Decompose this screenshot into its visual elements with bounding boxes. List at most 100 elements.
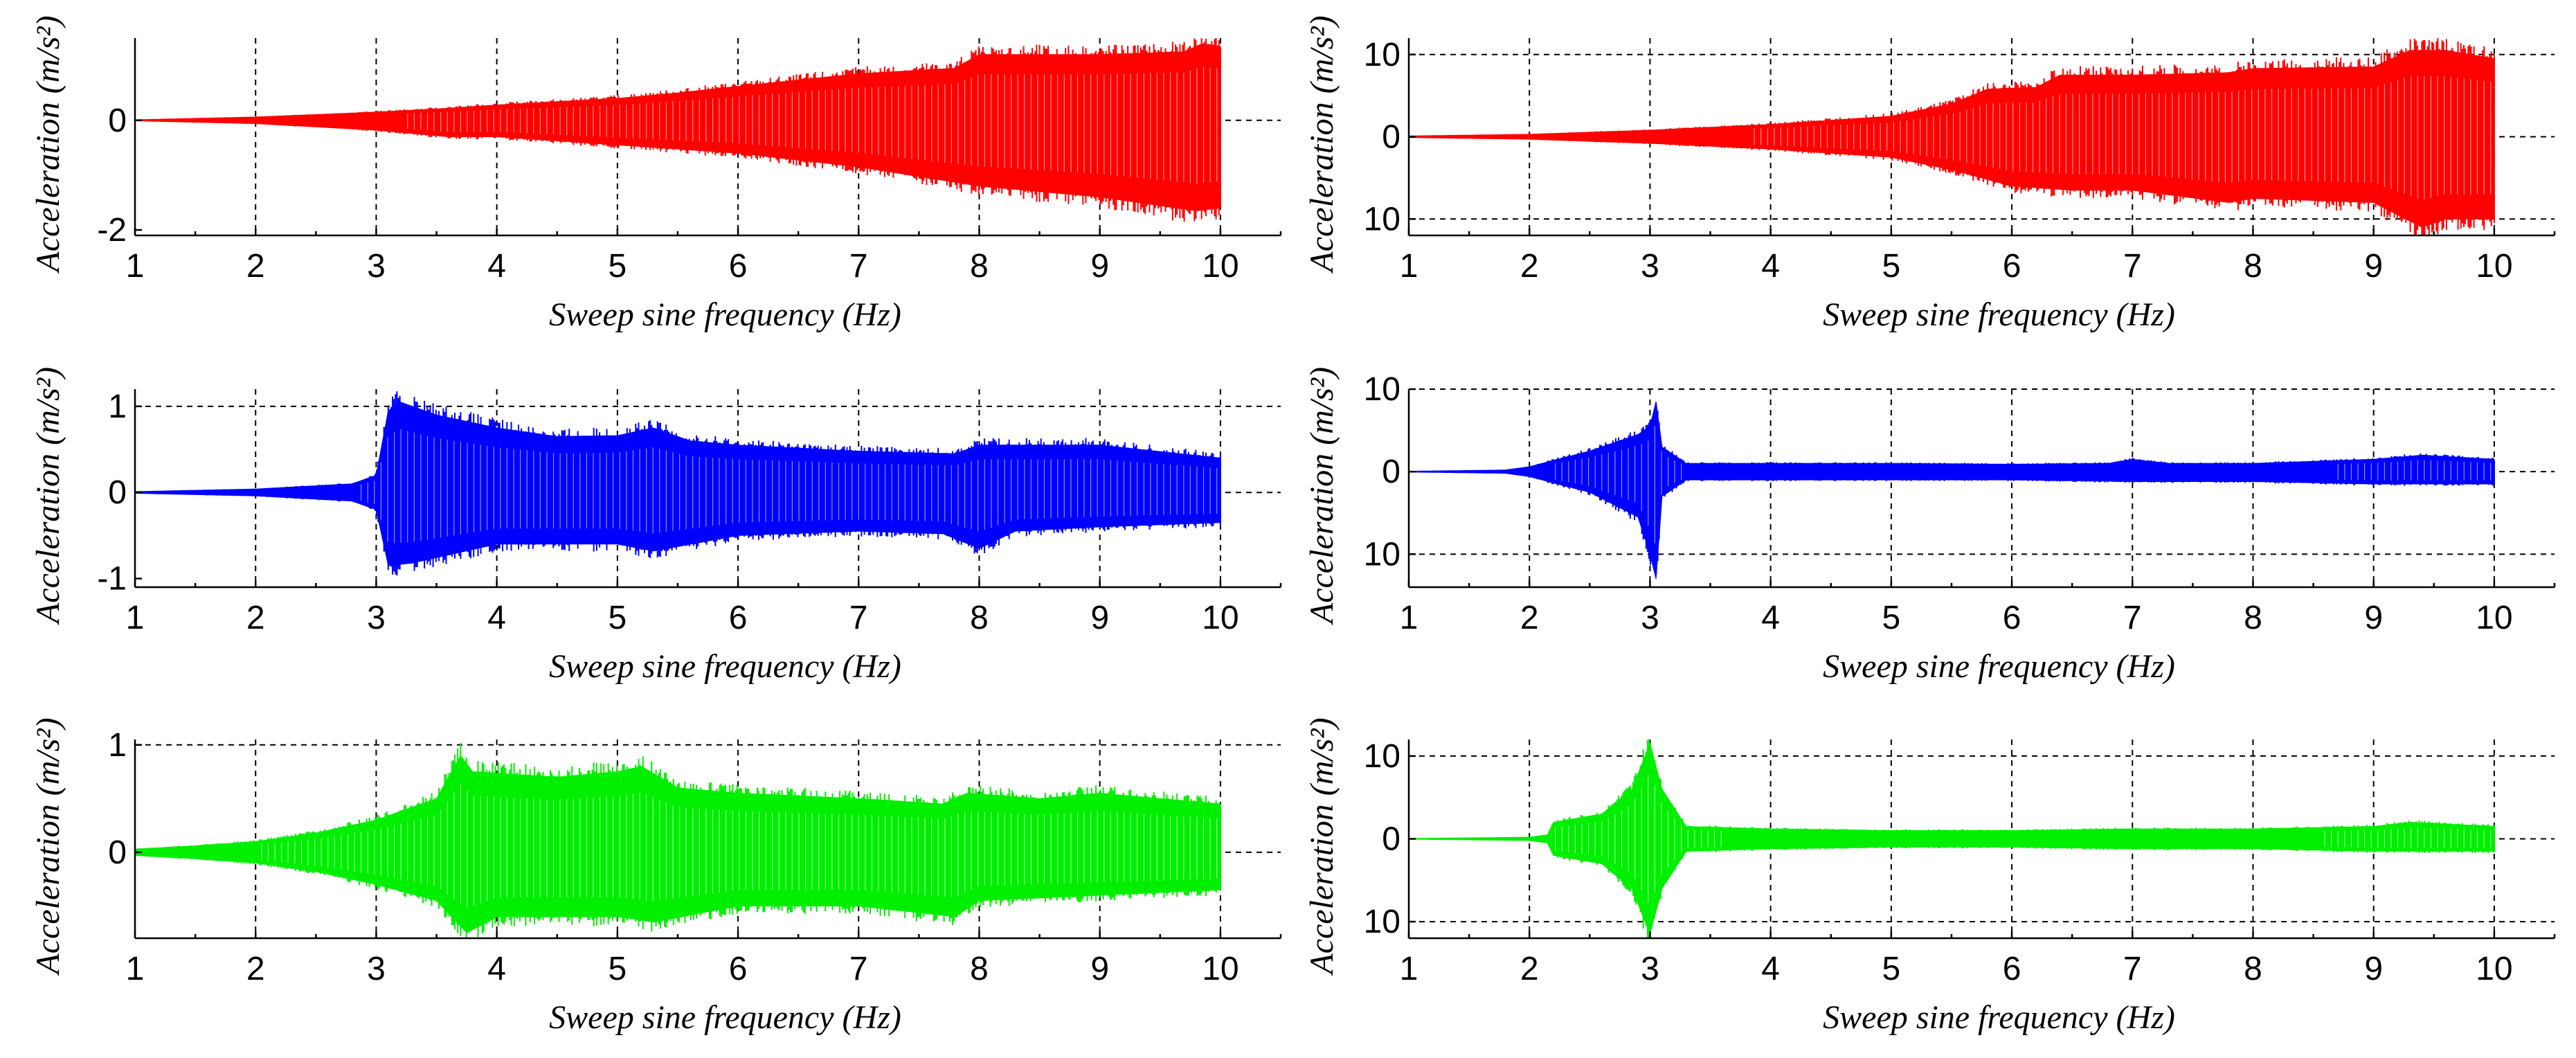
signal-gaps-p1 [407, 66, 1218, 184]
signal-gaps-p6 [1555, 775, 2492, 903]
x-tick-label: 3 [367, 951, 386, 987]
x-tick-label: 10 [2476, 951, 2512, 987]
x-tick-label: 10 [1202, 951, 1239, 987]
x-axis-title: Sweep sine frequency (Hz) [1823, 296, 2175, 333]
y-tick-label: 10 [1364, 904, 1400, 940]
x-axis-title: Sweep sine frequency (Hz) [1823, 999, 2175, 1036]
y-tick-label: 0 [108, 474, 127, 511]
y-tick-label: 10 [1364, 371, 1400, 408]
y-tick-label: 0 [1382, 454, 1400, 490]
x-tick-label: 2 [246, 600, 265, 636]
x-tick-label: 10 [1202, 248, 1239, 285]
y-axis-title: Acceleration (m/s²) [30, 717, 66, 976]
x-tick-label: 3 [367, 600, 386, 636]
signal-gaps-p2 [1754, 76, 2492, 200]
x-tick-label: 2 [1520, 951, 1539, 987]
y-axis-title: Acceleration (m/s²) [1304, 15, 1340, 274]
x-axis-title: Sweep sine frequency (Hz) [1823, 648, 2175, 685]
x-tick-label: 6 [729, 248, 748, 285]
x-tick-label: 2 [246, 951, 265, 987]
y-tick-label: 1 [108, 727, 127, 764]
y-tick-label: 0 [108, 834, 127, 871]
x-tick-label: 4 [487, 951, 506, 987]
x-tick-label: 1 [1400, 248, 1418, 285]
x-tick-label: 1 [126, 248, 145, 285]
x-tick-label: 3 [1641, 951, 1659, 987]
signal-gaps-p5 [261, 784, 1218, 908]
x-tick-label: 2 [1520, 248, 1539, 285]
y-tick-label: -2 [97, 212, 127, 249]
y-tick-label: 0 [1382, 119, 1400, 156]
x-tick-label: 3 [367, 248, 386, 285]
x-tick-label: 4 [1761, 248, 1780, 285]
signal-gaps-p4 [1555, 426, 2492, 544]
x-tick-label: 7 [849, 600, 868, 636]
y-tick-label: 0 [108, 102, 127, 139]
x-tick-label: 9 [2364, 600, 2383, 636]
x-tick-label: 5 [608, 248, 627, 285]
x-tick-label: 9 [2364, 248, 2383, 285]
y-tick-label: -1 [97, 561, 127, 598]
x-tick-label: 8 [970, 600, 989, 636]
y-tick-label: 10 [1364, 37, 1400, 73]
x-tick-label: 7 [849, 951, 868, 987]
x-tick-label: 6 [729, 951, 748, 987]
x-tick-label: 10 [1202, 600, 1239, 636]
x-tick-label: 1 [1400, 951, 1418, 987]
x-tick-label: 7 [2123, 600, 2142, 636]
x-tick-label: 4 [1761, 951, 1780, 987]
x-tick-label: 5 [1882, 248, 1900, 285]
y-tick-label: 0 [1382, 821, 1400, 858]
y-tick-label: 10 [1364, 738, 1400, 775]
x-tick-label: 9 [1090, 600, 1109, 636]
signal-gaps-p3 [361, 429, 1218, 544]
x-tick-label: 10 [2476, 248, 2512, 285]
x-tick-label: 9 [1090, 951, 1109, 987]
x-tick-label: 7 [2123, 248, 2142, 285]
x-tick-label: 5 [608, 951, 627, 987]
signal-trace-p4 [1408, 404, 2495, 574]
x-tick-label: 6 [729, 600, 748, 636]
x-tick-label: 9 [1090, 248, 1109, 285]
y-tick-label: 10 [1364, 201, 1400, 237]
y-axis-title: Acceleration (m/s²) [30, 367, 66, 625]
x-tick-label: 2 [246, 248, 265, 285]
panel-p2: 1 2 3 4 5 6 7 8 9 10 10 0 10 Sweep sine frequency (Hz… [1304, 15, 2556, 333]
y-axis-title: Acceleration (m/s²) [30, 15, 66, 274]
x-axis-title: Sweep sine frequency (Hz) [549, 296, 901, 333]
x-tick-label: 8 [2244, 951, 2262, 987]
x-tick-label: 5 [608, 600, 627, 636]
x-tick-label: 1 [1400, 600, 1418, 636]
x-tick-label: 5 [1882, 951, 1900, 987]
x-tick-label: 6 [2003, 248, 2021, 285]
x-tick-label: 10 [2476, 600, 2512, 636]
y-axis-title: Acceleration (m/s²) [1304, 717, 1340, 976]
x-tick-label: 1 [126, 600, 145, 636]
signal-fill-p4 [1408, 401, 2495, 580]
panel-p4: 1 2 3 4 5 6 7 8 9 10 10 0 10 Sweep sine frequency (Hz… [1304, 367, 2556, 685]
x-tick-label: 3 [1641, 600, 1659, 636]
x-tick-label: 7 [849, 248, 868, 285]
x-tick-label: 2 [1520, 600, 1539, 636]
x-tick-label: 8 [2244, 600, 2262, 636]
x-tick-label: 4 [1761, 600, 1780, 636]
x-tick-label: 4 [487, 600, 506, 636]
panel-p1: 1 2 3 4 5 6 7 8 9 10 0 -2 Sweep sine frequency (Hz) A… [30, 15, 1282, 333]
x-tick-label: 5 [1882, 600, 1900, 636]
panel-p6: 1 2 3 4 5 6 7 8 9 10 10 0 10 Sweep sine frequency (Hz… [1304, 717, 2556, 1036]
x-tick-label: 3 [1641, 248, 1659, 285]
x-axis-title: Sweep sine frequency (Hz) [549, 999, 901, 1036]
y-tick-label: 10 [1364, 536, 1400, 573]
x-tick-label: 7 [2123, 951, 2142, 987]
y-tick-label: 1 [108, 388, 127, 425]
x-tick-label: 8 [970, 951, 989, 987]
x-tick-label: 8 [2244, 248, 2262, 285]
y-axis-title: Acceleration (m/s²) [1304, 367, 1340, 625]
x-axis-title: Sweep sine frequency (Hz) [549, 648, 901, 685]
x-tick-label: 4 [487, 248, 506, 285]
x-tick-label: 1 [126, 951, 145, 987]
x-tick-label: 6 [2003, 951, 2021, 987]
